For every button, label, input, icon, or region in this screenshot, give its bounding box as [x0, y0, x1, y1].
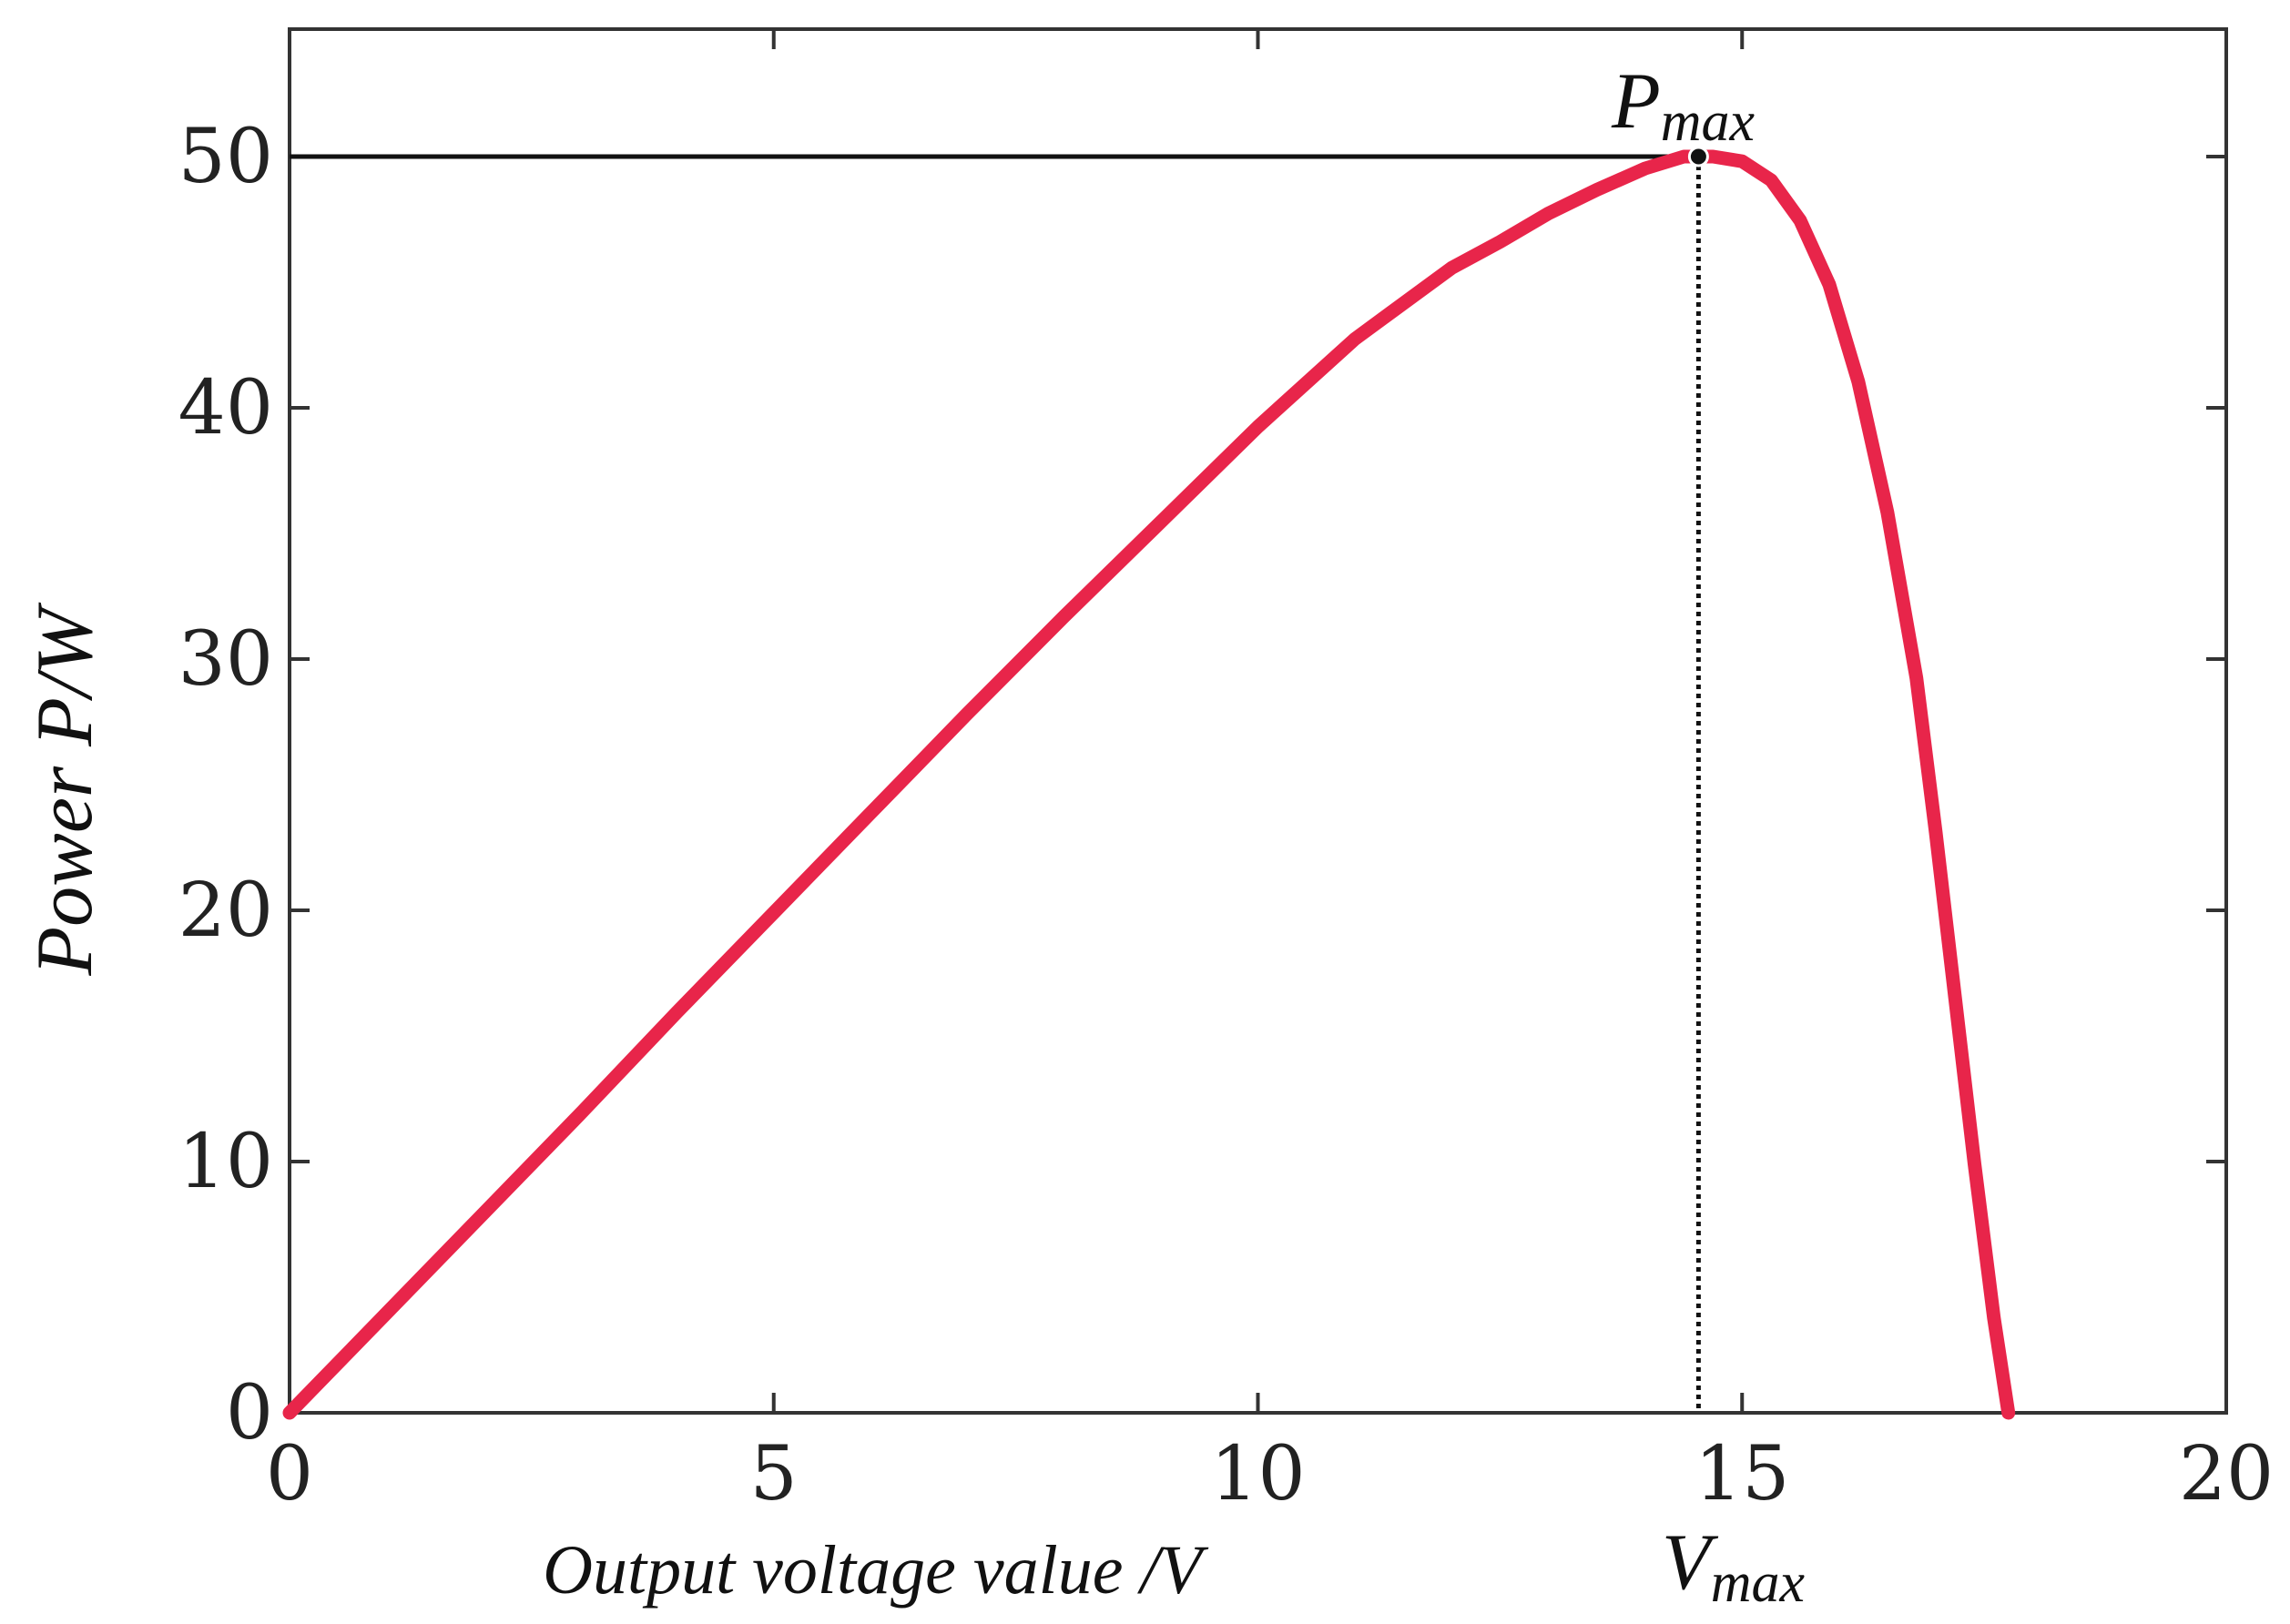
x-tick-label-1: 5: [750, 1431, 798, 1517]
x-tick-label-0: 0: [266, 1431, 313, 1517]
axis-ticks: 0 5 10 15 20 0 10 20 30 40 50: [178, 29, 2274, 1517]
series-layer: [282, 149, 2016, 1420]
pmax-label-main: P: [1611, 57, 1661, 146]
plot-frame: [288, 27, 2228, 1415]
max-point-layer: [1687, 146, 1709, 167]
y-axis-title: Power P/W: [21, 603, 109, 977]
x-tick-label-3: 15: [1695, 1431, 1789, 1517]
x-tick-label-2: 10: [1210, 1431, 1305, 1517]
y-tick-label-2: 20: [178, 868, 273, 954]
y-tick-label-1: 10: [178, 1119, 273, 1205]
y-tick-label-3: 30: [178, 616, 273, 703]
pmax-label: Pmax: [1611, 57, 1756, 153]
plot-area-border: [288, 27, 2228, 1415]
series-line-0: [282, 149, 2016, 1420]
y-tick-label-4: 40: [178, 365, 273, 452]
vmax-label-sub: max: [1711, 1552, 1806, 1614]
y-tick-label-0: 0: [226, 1370, 273, 1457]
x-axis-title: Output voltage value /V: [543, 1532, 1209, 1609]
pmax-label-sub: max: [1661, 91, 1756, 153]
reference-lines: [290, 154, 1701, 1413]
vmax-label-main: V: [1662, 1518, 1719, 1607]
y-tick-label-5: 50: [178, 114, 273, 200]
x-tick-label-4: 20: [2179, 1431, 2274, 1517]
vmax-label: Vmax: [1662, 1518, 1806, 1614]
pmax-marker: [1687, 146, 1709, 167]
